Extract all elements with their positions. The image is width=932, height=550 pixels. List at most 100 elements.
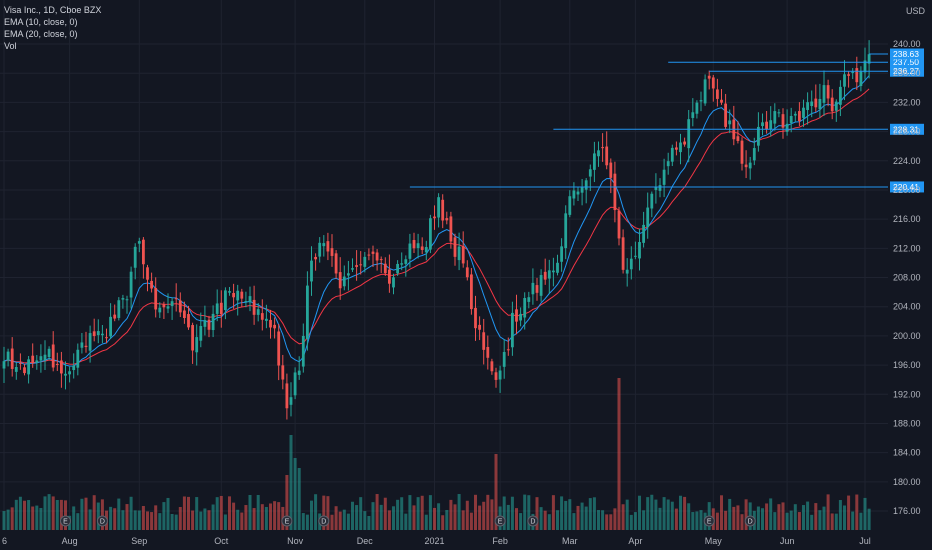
- candle: [461, 231, 465, 268]
- volume-bar: [441, 515, 445, 530]
- candle: [543, 258, 547, 285]
- candle: [556, 254, 559, 276]
- volume-bar: [178, 507, 182, 530]
- candle: [814, 84, 818, 113]
- candle: [654, 173, 658, 204]
- candle: [855, 56, 859, 91]
- candle: [129, 266, 133, 309]
- candle: [482, 318, 486, 365]
- level-tag-220.41: [890, 181, 924, 193]
- volume-bar: [834, 513, 838, 530]
- volume-bar: [351, 501, 354, 530]
- volume-bar: [80, 498, 84, 530]
- candle: [113, 304, 117, 322]
- candle: [244, 291, 248, 308]
- volume-bar: [129, 496, 133, 530]
- candle: [404, 255, 408, 277]
- candle: [10, 337, 14, 377]
- candle: [642, 211, 645, 248]
- candle: [88, 325, 92, 363]
- candle: [379, 256, 383, 274]
- candle: [178, 292, 182, 318]
- candle: [695, 100, 699, 119]
- volume-bar: [244, 505, 248, 530]
- legend-ema20[interactable]: EMA (20, close, 0): [4, 29, 78, 39]
- candle: [826, 79, 830, 107]
- candle: [429, 214, 432, 254]
- candle: [859, 66, 863, 92]
- volume-bar: [797, 512, 801, 530]
- candle: [679, 133, 682, 165]
- volume-bar: [793, 504, 797, 530]
- volume-bar: [646, 497, 650, 530]
- price-axis[interactable]: 176.00 180.00 184.00 188.00 192.00 196.00 200.…: [893, 39, 921, 516]
- volume-bar: [137, 510, 141, 530]
- price-tick: 240.00: [893, 39, 921, 49]
- volume-bar: [457, 494, 461, 530]
- candle: [781, 108, 785, 139]
- candle: [732, 105, 736, 146]
- legend-vol[interactable]: Vol: [4, 41, 17, 51]
- volume-bar: [43, 496, 47, 530]
- candle: [367, 248, 371, 261]
- volume-bar: [187, 496, 190, 530]
- candle: [150, 272, 153, 293]
- volume-bar: [146, 511, 149, 530]
- legend-symbol[interactable]: Visa Inc., 1D, Cboe BZX: [4, 5, 102, 15]
- volume-bar: [10, 507, 14, 530]
- candle: [170, 297, 174, 320]
- volume-bar: [724, 510, 728, 530]
- candle: [133, 243, 137, 280]
- candle: [68, 366, 71, 383]
- volume-bar: [256, 494, 260, 530]
- time-axis[interactable]: 6 Aug Sep Oct Nov Dec 2021 Feb Mar Apr May Jun Jul: [2, 536, 871, 546]
- candle: [769, 106, 773, 137]
- volume-bar: [847, 495, 851, 530]
- candle: [449, 211, 453, 249]
- dividend-marker: D: [96, 515, 108, 527]
- candle: [498, 365, 502, 393]
- volume-bar: [761, 508, 764, 530]
- candle: [687, 109, 691, 163]
- candle: [92, 318, 96, 342]
- candle: [154, 277, 158, 318]
- volume-bar: [392, 506, 395, 530]
- volume-bar: [310, 500, 313, 530]
- volume-bar: [720, 495, 723, 530]
- volume-bar: [301, 513, 305, 530]
- candle: [572, 182, 576, 206]
- volume-bar: [580, 502, 584, 530]
- candle: [843, 60, 846, 101]
- volume-bar: [14, 499, 18, 530]
- volume-bar: [568, 499, 572, 530]
- candle: [285, 373, 289, 420]
- volume-bar: [51, 496, 55, 530]
- candle: [252, 285, 256, 325]
- candle: [474, 295, 477, 341]
- candle: [35, 355, 39, 370]
- volume-bar: [490, 499, 494, 530]
- candle: [6, 348, 10, 367]
- candle: [666, 152, 670, 175]
- volume-bar: [564, 500, 568, 530]
- volume-bar: [334, 506, 338, 530]
- candle: [847, 71, 850, 88]
- volume-bar: [806, 501, 810, 530]
- volume-bar: [162, 502, 166, 530]
- volume-bar: [482, 501, 486, 530]
- candle: [765, 110, 768, 134]
- candle: [289, 382, 293, 417]
- legend-ema10[interactable]: EMA (10, close, 0): [4, 17, 78, 27]
- time-tick: Apr: [628, 536, 642, 546]
- volume-bar: [223, 514, 227, 530]
- candle: [211, 305, 215, 338]
- candle: [326, 232, 330, 261]
- candle: [396, 260, 399, 276]
- chart-grid: [0, 0, 888, 530]
- volume-bar: [576, 505, 580, 530]
- candle: [269, 309, 272, 339]
- volume-bar: [679, 495, 682, 530]
